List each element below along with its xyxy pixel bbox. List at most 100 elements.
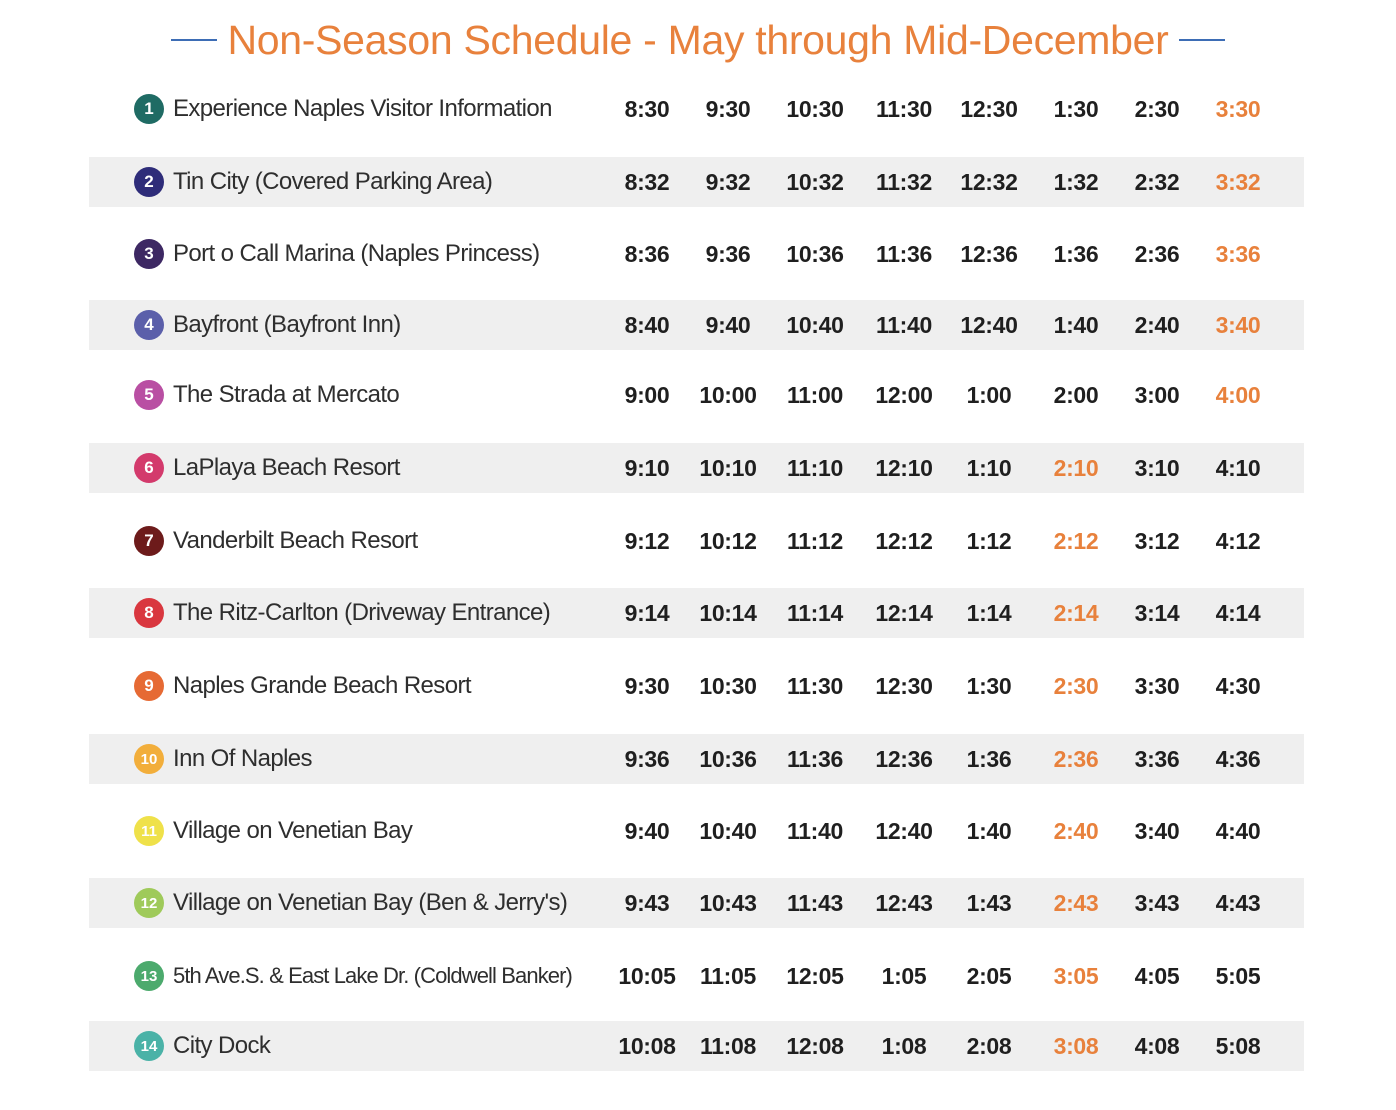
stop-number-badge: 12 [134, 888, 164, 918]
departure-time: 9:40 [624, 818, 670, 844]
stop-number-badge: 8 [134, 598, 164, 628]
departure-time: 3:30 [1134, 673, 1180, 699]
departure-time: 12:30 [960, 96, 1018, 122]
departure-time: 11:30 [786, 673, 844, 699]
departure-time: 9:32 [705, 169, 751, 195]
departure-time: 1:30 [1053, 96, 1099, 122]
departure-time: 11:40 [875, 312, 933, 338]
stop-number-badge: 4 [134, 310, 164, 340]
departure-time: 12:36 [875, 746, 933, 772]
departure-time: 2:36 [1053, 746, 1099, 772]
stop-name: LaPlaya Beach Resort [173, 454, 400, 481]
departure-time: 2:08 [966, 1033, 1012, 1059]
schedule-header: Non-Season Schedule - May through Mid-De… [0, 10, 1396, 70]
schedule-row: 5 The Strada at Mercato 9:00 10:00 11:00 12:0… [89, 370, 1304, 420]
departure-time: 2:14 [1053, 600, 1099, 626]
departure-time: 12:32 [960, 169, 1018, 195]
departure-time: 9:30 [705, 96, 751, 122]
departure-time: 8:30 [624, 96, 670, 122]
departure-time: 5:08 [1215, 1033, 1261, 1059]
departure-time: 1:12 [966, 528, 1012, 554]
departure-time: 8:32 [624, 169, 670, 195]
schedule-row: 4 Bayfront (Bayfront Inn) 8:40 9:40 10:40 11:… [89, 300, 1304, 350]
departure-time: 12:05 [786, 963, 844, 989]
stop-number-badge: 3 [134, 239, 164, 269]
departure-time: 2:12 [1053, 528, 1099, 554]
departure-time: 11:12 [786, 528, 844, 554]
departure-time: 12:40 [875, 818, 933, 844]
departure-time: 9:14 [624, 600, 670, 626]
departure-time: 10:14 [699, 600, 757, 626]
departure-time: 10:10 [699, 455, 757, 481]
departure-time: 2:30 [1134, 96, 1180, 122]
departure-time: 10:40 [699, 818, 757, 844]
departure-time: 1:40 [1053, 312, 1099, 338]
departure-time: 4:30 [1215, 673, 1261, 699]
departure-time: 3:10 [1134, 455, 1180, 481]
departure-time: 3:40 [1134, 818, 1180, 844]
departure-time: 1:36 [966, 746, 1012, 772]
stop-number-badge: 1 [134, 94, 164, 124]
departure-time: 3:08 [1053, 1033, 1099, 1059]
departure-time: 4:05 [1134, 963, 1180, 989]
stop-number-badge: 6 [134, 453, 164, 483]
departure-time: 12:36 [960, 241, 1018, 267]
departure-time: 4:14 [1215, 600, 1261, 626]
departure-time: 8:40 [624, 312, 670, 338]
schedule-row: 13 5th Ave.S. & East Lake Dr. (Coldwell B… [89, 951, 1304, 1001]
departure-time: 12:43 [875, 890, 933, 916]
departure-time: 4:10 [1215, 455, 1261, 481]
stop-number-badge: 13 [134, 961, 164, 991]
stop-name: Vanderbilt Beach Resort [173, 527, 418, 554]
departure-time: 12:08 [786, 1033, 844, 1059]
stop-number-badge: 11 [134, 816, 164, 846]
stop-number-badge: 10 [134, 744, 164, 774]
stop-name: City Dock [173, 1032, 271, 1059]
departure-time: 2:32 [1134, 169, 1180, 195]
departure-time: 12:30 [875, 673, 933, 699]
schedule-row: 10 Inn Of Naples 9:36 10:36 11:36 12:36 1:36 2:… [89, 734, 1304, 784]
schedule-row: 1 Experience Naples Visitor Information 8:… [89, 84, 1304, 134]
departure-time: 9:40 [705, 312, 751, 338]
departure-time: 12:00 [875, 382, 933, 408]
departure-time: 11:43 [786, 890, 844, 916]
schedule-row: 8 The Ritz-Carlton (Driveway Entrance) 9:1… [89, 588, 1304, 638]
departure-time: 10:40 [786, 312, 844, 338]
departure-time: 12:14 [875, 600, 933, 626]
departure-time: 9:30 [624, 673, 670, 699]
departure-time: 11:36 [786, 746, 844, 772]
departure-time: 2:10 [1053, 455, 1099, 481]
departure-time: 3:00 [1134, 382, 1180, 408]
departure-time: 4:36 [1215, 746, 1261, 772]
departure-time: 11:30 [875, 96, 933, 122]
departure-time: 1:05 [881, 963, 927, 989]
stop-name: Village on Venetian Bay [173, 817, 413, 844]
departure-time: 2:30 [1053, 673, 1099, 699]
stop-number-badge: 14 [134, 1031, 164, 1061]
departure-time: 11:40 [786, 818, 844, 844]
departure-time: 3:43 [1134, 890, 1180, 916]
stop-number-badge: 9 [134, 671, 164, 701]
departure-time: 10:05 [618, 963, 676, 989]
departure-time: 3:14 [1134, 600, 1180, 626]
header-rule-left [171, 39, 218, 41]
departure-time: 8:36 [624, 241, 670, 267]
stop-number-badge: 5 [134, 380, 164, 410]
departure-time: 10:43 [699, 890, 757, 916]
departure-time: 12:10 [875, 455, 933, 481]
departure-time: 5:05 [1215, 963, 1261, 989]
departure-time: 1:32 [1053, 169, 1099, 195]
departure-time: 12:40 [960, 312, 1018, 338]
departure-time: 11:08 [699, 1033, 757, 1059]
departure-time: 10:12 [699, 528, 757, 554]
schedule-row: 9 Naples Grande Beach Resort 9:30 10:30 11:3… [89, 661, 1304, 711]
stop-name: The Strada at Mercato [173, 381, 400, 408]
departure-time: 1:43 [966, 890, 1012, 916]
departure-time: 4:00 [1215, 382, 1261, 408]
stop-name: Tin City (Covered Parking Area) [173, 168, 493, 195]
stop-name: Bayfront (Bayfront Inn) [173, 311, 401, 338]
departure-time: 1:08 [881, 1033, 927, 1059]
departure-time: 3:40 [1215, 312, 1261, 338]
stop-number-badge: 2 [134, 167, 164, 197]
schedule-row: 3 Port o Call Marina (Naples Princess) 8:3… [89, 229, 1304, 279]
